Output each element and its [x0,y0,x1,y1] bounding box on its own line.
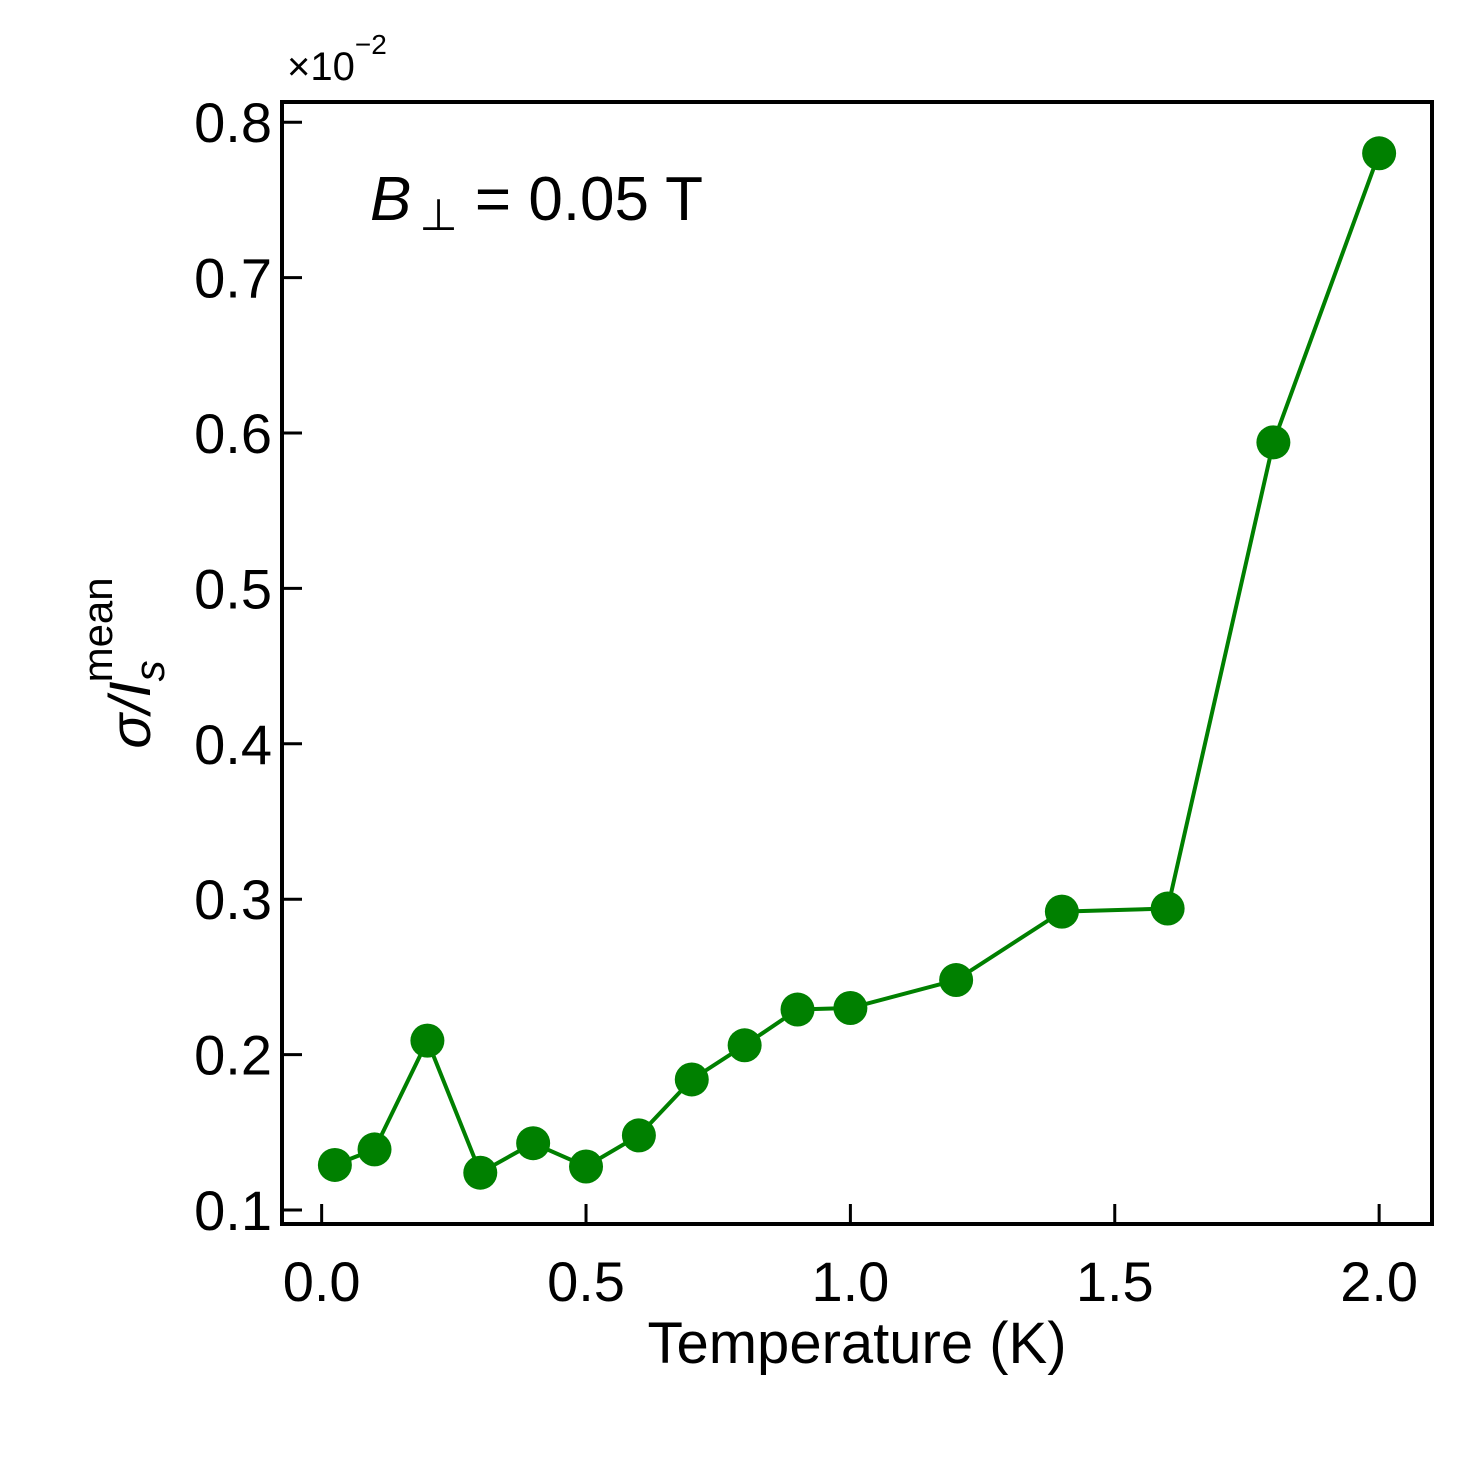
y-tick-label: 0.7 [194,247,272,310]
data-point [317,1147,352,1182]
y-tick-label: 0.5 [194,557,272,620]
data-point [1256,425,1291,460]
y-multiplier-exp: −2 [355,29,387,60]
x-tick-label: 1.5 [1076,1250,1154,1313]
data-point [463,1155,498,1190]
y-tick-label: 0.1 [194,1179,272,1242]
x-tick-label: 2.0 [1340,1250,1418,1313]
x-axis-label: Temperature (K) [647,1311,1066,1376]
data-point [674,1062,709,1097]
y-axis-label: σ/Ismean [74,577,173,748]
y-tick-label: 0.4 [194,713,272,776]
y-tick-label: 0.8 [194,91,272,154]
series-line [334,152,1381,1176]
data-point [727,1028,762,1063]
data-point [410,1023,445,1058]
x-tick-label: 0.0 [283,1250,361,1313]
annotation-symbol: B [370,165,411,234]
data-point [1044,894,1079,929]
plot-frame [280,100,1434,1226]
x-axis-ticks: 0.0 0.5 1.0 1.5 2.0 [283,1204,1418,1313]
annotation-subscript: ⊥ [419,191,457,240]
data-point [939,963,974,998]
x-tick-label: 1.0 [811,1250,889,1313]
data-point [1150,891,1185,926]
x-tick-label: 0.5 [547,1250,625,1313]
data-point [621,1118,656,1153]
series-layer [317,136,1397,1190]
y-axis-ticks: 0.1 0.2 0.3 0.4 0.5 0.6 0.7 0.8 [194,91,302,1242]
data-point [1362,136,1397,171]
y-axis-label-main: σ/I [98,681,163,748]
data-point [833,990,868,1025]
y-tick-label: 0.2 [194,1024,272,1087]
y-tick-label: 0.3 [194,868,272,931]
data-point [569,1149,604,1184]
data-point [780,992,815,1027]
y-multiplier-base: ×10 [287,45,355,89]
data-point [516,1126,551,1161]
y-multiplier: ×10−2 [287,29,387,89]
y-tick-label: 0.6 [194,402,272,465]
data-point [357,1132,392,1167]
annotation-text: = 0.05 T [458,165,703,234]
y-axis-label-sub: s [126,660,173,681]
annotation-field: B ⊥ = 0.05 T [370,165,703,240]
y-axis-label-sup: mean [74,577,121,682]
